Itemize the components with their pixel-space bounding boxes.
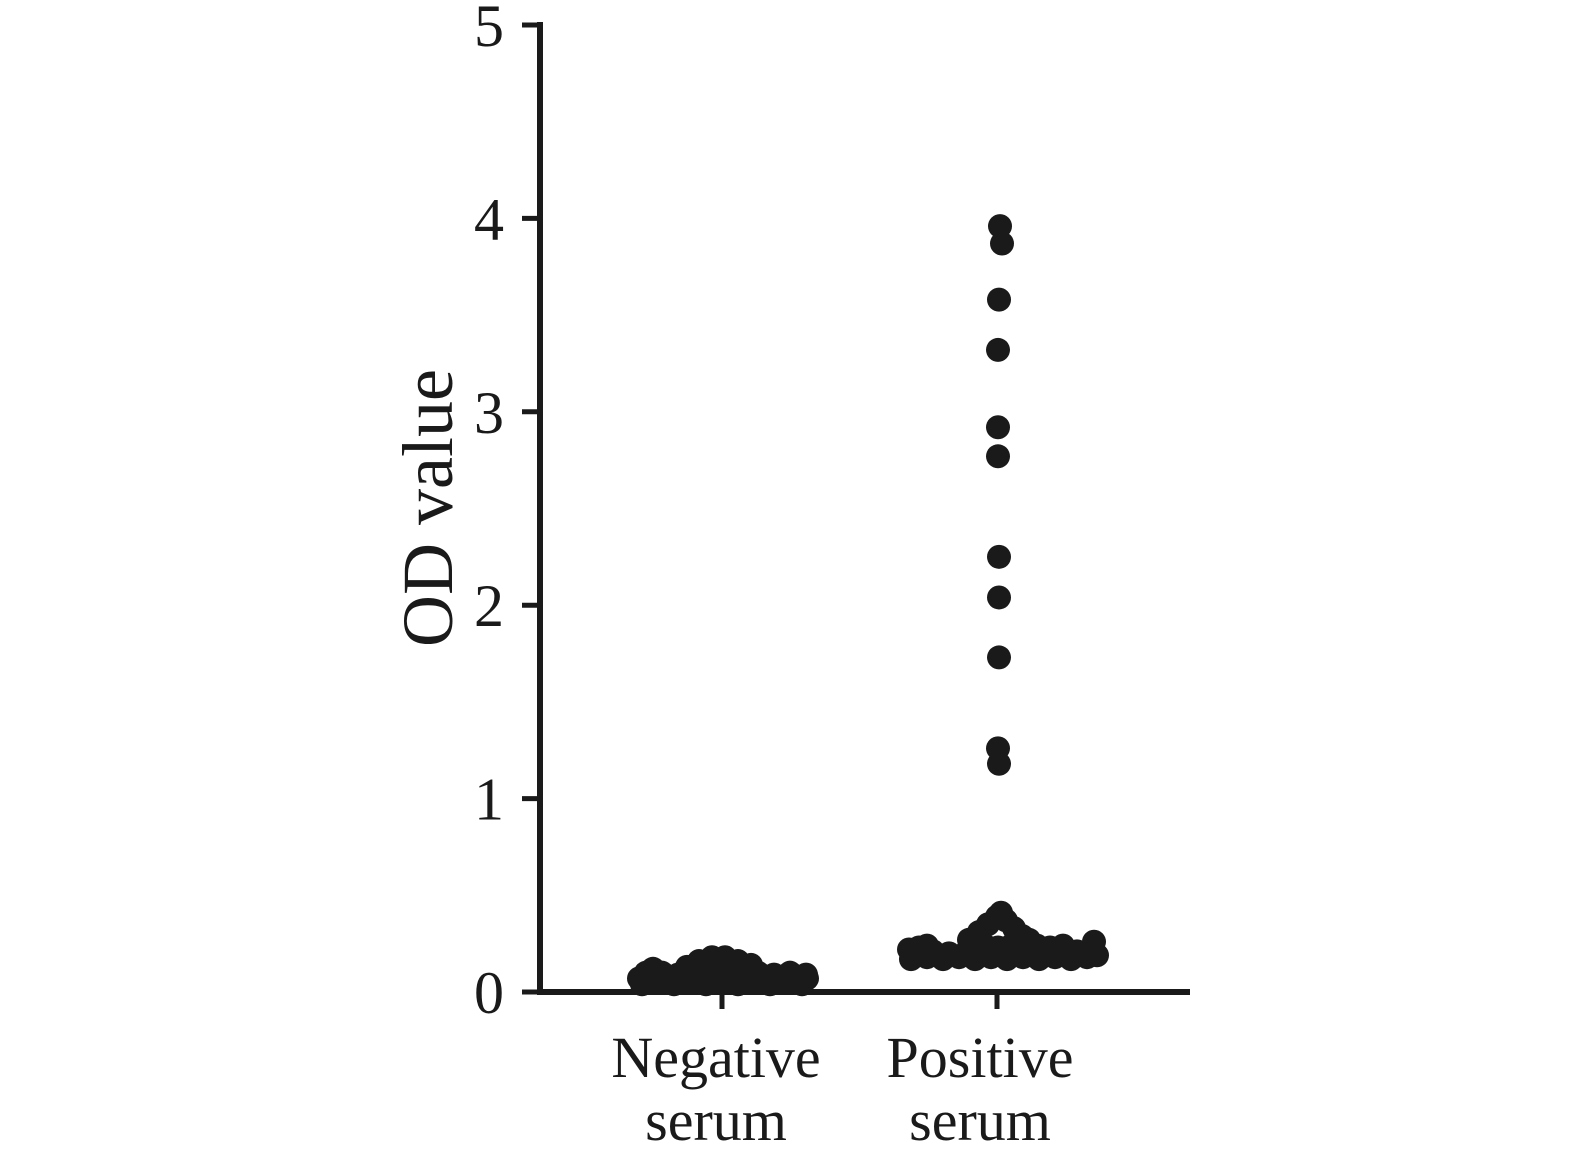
data-point [986,337,1010,362]
data-point [1017,927,1041,952]
data-point [987,544,1011,569]
y-tick-label-5: 5 [474,0,504,59]
points-layer [627,214,1109,997]
category-label-negative-line2: serum [645,1088,787,1153]
data-point [641,956,665,981]
y-tick-label-3: 3 [474,380,504,446]
data-point [987,585,1011,610]
y-tick-label-4: 4 [474,186,504,252]
data-point [987,645,1011,670]
category-label-positive-line2: serum [909,1088,1051,1153]
data-point [739,952,763,977]
data-point [794,962,818,987]
data-point [986,444,1010,469]
data-point [1051,933,1075,958]
category-label-positive-line1: Positive [887,1025,1074,1090]
data-point [987,751,1011,776]
axes-layer: 0 1 2 3 4 5 [474,0,1190,1026]
y-tick-label-0: 0 [474,960,504,1026]
data-point [1082,929,1106,954]
data-point [987,287,1011,312]
y-tick-label-2: 2 [474,573,504,639]
y-tick-label-1: 1 [474,767,504,833]
data-point [988,214,1012,239]
data-point [915,933,939,958]
y-axis-title: OD value [388,369,468,647]
data-point [986,415,1010,440]
data-point [990,231,1014,256]
category-label-negative-line1: Negative [611,1025,820,1090]
